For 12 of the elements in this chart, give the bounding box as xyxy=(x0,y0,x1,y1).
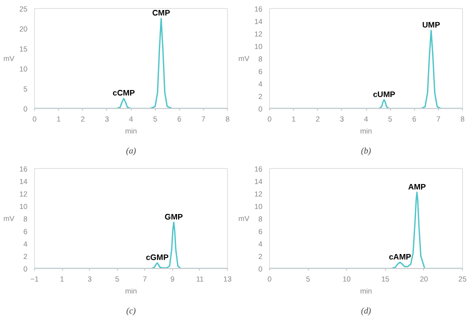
annotation: cGMP xyxy=(146,252,170,262)
annotation: CMP xyxy=(152,8,171,18)
text: (b) xyxy=(360,146,372,156)
text: (a) xyxy=(126,146,136,156)
annotation: UMP xyxy=(422,20,441,30)
annotation: AMP xyxy=(408,182,427,192)
text: (c) xyxy=(126,306,136,316)
text: (d) xyxy=(360,306,372,316)
annotation: cCMP xyxy=(112,88,136,98)
annotation: GMP xyxy=(164,212,184,222)
annotation: cUMP xyxy=(372,90,396,99)
annotation: cAMP xyxy=(388,252,412,262)
